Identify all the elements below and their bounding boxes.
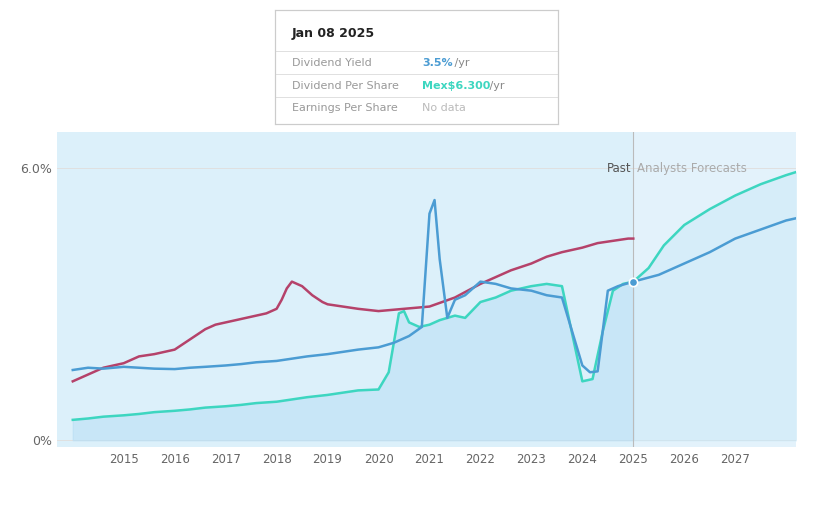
Text: /yr: /yr: [451, 58, 469, 68]
Text: No data: No data: [422, 104, 466, 113]
Text: /yr: /yr: [486, 81, 505, 90]
Text: Earnings Per Share: Earnings Per Share: [292, 104, 398, 113]
Bar: [57, 132, 633, 447]
Bar: [633, 132, 796, 447]
Text: Jan 08 2025: Jan 08 2025: [292, 26, 375, 40]
Text: Analysts Forecasts: Analysts Forecasts: [637, 162, 747, 175]
Text: Past: Past: [607, 162, 631, 175]
Text: Dividend Yield: Dividend Yield: [292, 58, 372, 68]
Text: Dividend Per Share: Dividend Per Share: [292, 81, 399, 90]
Text: Mex$6.300: Mex$6.300: [422, 81, 491, 90]
Text: 3.5%: 3.5%: [422, 58, 453, 68]
